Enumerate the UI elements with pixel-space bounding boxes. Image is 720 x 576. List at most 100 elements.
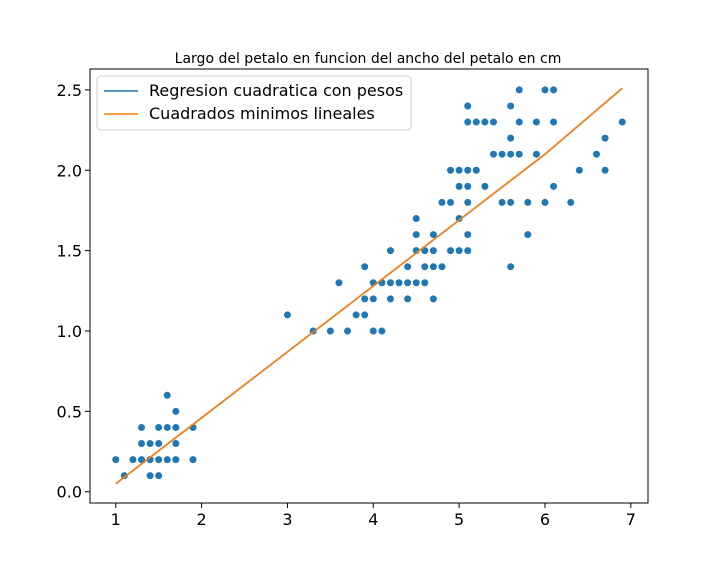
scatter-point [172,423,180,431]
y-tick-label: 2.0 [57,161,82,180]
scatter-point [155,472,163,480]
scatter-point [404,263,412,271]
scatter-point [524,231,532,239]
scatter-point [112,456,120,464]
scatter-point [438,198,446,206]
line-layer [115,87,623,485]
scatter-point [395,279,403,287]
scatter-point [541,86,549,94]
scatter-point [464,182,472,190]
scatter-point [455,182,463,190]
x-tick-label: 3 [282,510,292,529]
scatter-point [481,182,489,190]
series-line-linear [115,87,623,485]
scatter-point [507,263,515,271]
scatter-point [455,247,463,255]
scatter-point [447,247,455,255]
scatter-point [429,247,437,255]
scatter-point [361,263,369,271]
legend-box [96,75,412,131]
scatter-point [155,440,163,448]
y-axis: 0.0 0.5 1.0 1.5 2.0 2.5 [57,81,90,502]
scatter-point [464,102,472,110]
scatter-point [163,423,171,431]
scatter-point [515,118,523,126]
y-tick-label: 0.5 [57,402,82,421]
scatter-point [129,456,137,464]
scatter-point [146,472,154,480]
scatter-point [618,118,626,126]
scatter-point [575,166,583,174]
x-tick-label: 7 [626,510,636,529]
scatter-point [438,263,446,271]
scatter-point [447,166,455,174]
scatter-point [472,118,480,126]
scatter-point [550,86,558,94]
scatter-point [567,198,575,206]
scatter-point [498,198,506,206]
scatter-point [592,150,600,158]
scatter-point [361,295,369,303]
y-tick-label: 0.0 [57,483,82,502]
scatter-point [464,198,472,206]
scatter-point [507,198,515,206]
scatter-point [412,214,420,222]
scatter-point [335,279,343,287]
scatter-point [455,166,463,174]
scatter-point [489,118,497,126]
scatter-point [163,391,171,399]
scatter-point [550,118,558,126]
scatter-point [515,86,523,94]
x-tick-label: 2 [197,510,207,529]
scatter-point [601,166,609,174]
scatter-point [386,295,394,303]
scatter-point [326,327,334,335]
x-tick-label: 4 [368,510,378,529]
scatter-point [404,279,412,287]
scatter-point [481,118,489,126]
scatter-point [464,247,472,255]
y-tick-label: 2.5 [57,81,82,100]
scatter-point [429,263,437,271]
scatter-point [172,440,180,448]
legend-label-linear: Cuadrados minimos lineales [149,104,375,123]
scatter-point [541,198,549,206]
scatter-point [524,198,532,206]
scatter-point [447,198,455,206]
scatter-point [155,456,163,464]
scatter-point [532,150,540,158]
y-tick-label: 1.5 [57,242,82,261]
scatter-point [507,102,515,110]
scatter-point [421,247,429,255]
scatter-point [601,134,609,142]
scatter-point [404,295,412,303]
scatter-point [120,472,128,480]
scatter-point [352,311,360,319]
scatter-point [532,118,540,126]
scatter-point [515,150,523,158]
scatter-point [507,150,515,158]
scatter-point [138,440,146,448]
scatter-point [412,231,420,239]
scatter-point [172,407,180,415]
scatter-point [464,166,472,174]
scatter-point [472,166,480,174]
chart-title: Largo del petalo en funcion del ancho de… [175,51,562,67]
scatter-point [138,456,146,464]
x-tick-label: 6 [540,510,550,529]
scatter-point [344,327,352,335]
scatter-layer [112,86,626,480]
scatter-point [464,231,472,239]
x-tick-label: 1 [111,510,121,529]
legend-label-quadratic: Regresion cuadratica con pesos [149,81,403,100]
x-tick-label: 5 [454,510,464,529]
scatter-point [138,423,146,431]
scatter-point [369,295,377,303]
scatter-point [498,150,506,158]
scatter-point [429,295,437,303]
scatter-point [378,327,386,335]
scatter-point [386,279,394,287]
scatter-point [464,118,472,126]
scatter-point [421,279,429,287]
